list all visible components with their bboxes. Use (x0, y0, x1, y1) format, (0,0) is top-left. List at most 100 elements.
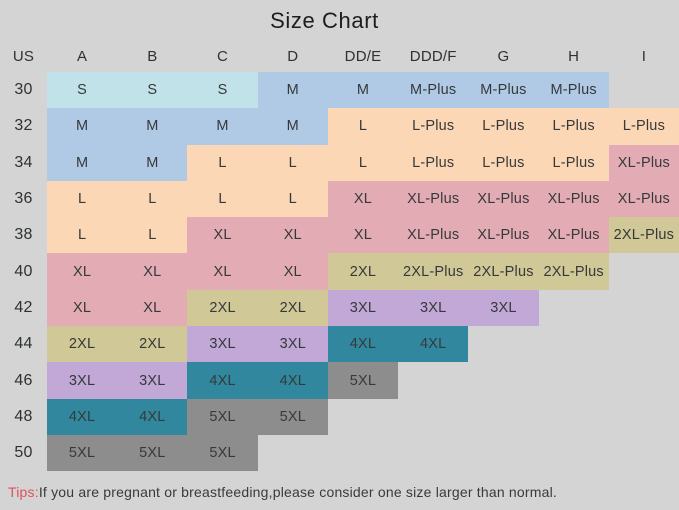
size-cell: L (257, 180, 328, 218)
size-cell: XL (47, 289, 118, 327)
empty-cell (398, 362, 468, 398)
size-table: US A B C D DD/E DDD/F G H I 30 S S S M M M-Plus M-Plus M-… (0, 40, 679, 472)
column-header-ddd-f: DDD/F (409, 47, 457, 65)
us-size-label: 50 (14, 444, 33, 462)
size-cell: L (187, 180, 258, 218)
size-cell: 2XL (187, 289, 258, 327)
us-size-label: 48 (14, 407, 33, 425)
us-size-label: 38 (14, 226, 33, 244)
size-cell: L (327, 108, 399, 145)
size-cell: M-Plus (538, 72, 609, 109)
tips-text: If you are pregnant or breastfeeding,ple… (38, 484, 557, 500)
size-cell: L (257, 144, 328, 181)
page-title: Size Chart (270, 8, 379, 33)
empty-cell (539, 290, 609, 326)
size-cell: M (47, 108, 118, 145)
size-cell: 5XL (257, 398, 328, 435)
size-cell: L (47, 217, 118, 254)
size-cell: 3XL (468, 289, 539, 327)
empty-cell (468, 435, 538, 471)
empty-cell (539, 435, 609, 471)
size-cell: L-Plus (468, 108, 539, 145)
size-cell: M-Plus (398, 72, 469, 109)
size-cell: 4XL (257, 362, 328, 399)
empty-cell (398, 435, 468, 471)
table-header-row: US A B C D DD/E DDD/F G H I (0, 40, 679, 72)
table-row-us-32: 32 M M M M L L-Plus L-Plus L-Plus L-Plus (0, 108, 679, 145)
empty-cell (398, 399, 468, 435)
size-cell: L-Plus (538, 108, 609, 145)
size-cell: 2XL (327, 253, 399, 290)
size-cell: 4XL (117, 398, 188, 435)
size-cell: 3XL (327, 289, 399, 327)
table-row-us-50: 50 5XL 5XL 5XL (0, 434, 679, 472)
size-cell: L (117, 217, 188, 254)
empty-cell (468, 362, 538, 398)
size-cell: M (117, 144, 188, 181)
size-cell: M (257, 108, 328, 145)
size-cell: 3XL (398, 289, 469, 327)
us-size-label: 44 (14, 335, 33, 353)
tips-label: Tips: (8, 484, 39, 500)
size-cell: M-Plus (468, 72, 539, 109)
us-size-label: 46 (14, 371, 33, 389)
table-row-us-44: 44 2XL 2XL 3XL 3XL 4XL 4XL (0, 326, 679, 363)
us-size-label: 40 (14, 262, 33, 280)
size-cell: 2XL (47, 326, 118, 363)
size-cell: 2XL (257, 289, 328, 327)
empty-cell (609, 399, 679, 435)
size-cell: XL (187, 253, 258, 290)
size-cell: 3XL (117, 362, 188, 399)
size-cell: XL-Plus (608, 144, 679, 181)
size-cell: S (117, 72, 188, 109)
size-cell: 2XL-Plus (398, 253, 469, 290)
size-cell: L (47, 180, 118, 218)
column-header-dd-e: DD/E (344, 47, 382, 65)
size-cell: L-Plus (398, 108, 469, 145)
size-cell: L-Plus (608, 108, 679, 145)
table-body: 30 S S S M M M-Plus M-Plus M-Plus 32 M M M M L L-Plus L-… (0, 72, 679, 472)
size-cell: XL-Plus (538, 180, 609, 218)
size-cell: XL-Plus (538, 217, 609, 254)
size-cell: XL-Plus (468, 180, 539, 218)
size-cell: M (327, 72, 399, 109)
size-cell: 4XL (327, 326, 399, 363)
size-cell: 4XL (187, 362, 258, 399)
us-size-label: 36 (14, 190, 33, 208)
empty-cell (609, 326, 679, 362)
size-cell: L-Plus (468, 144, 539, 181)
empty-cell (468, 399, 538, 435)
column-header-h: H (568, 47, 580, 65)
size-cell: M (47, 144, 118, 181)
empty-cell (609, 253, 679, 289)
header-row: US A B C D DD/E DDD/F G H I (0, 40, 679, 72)
size-cell: M (187, 108, 258, 145)
empty-cell (328, 399, 398, 435)
size-cell: 3XL (257, 326, 328, 363)
size-cell: 4XL (398, 326, 469, 363)
size-cell: XL-Plus (468, 217, 539, 254)
size-cell: M (117, 108, 188, 145)
us-size-label: 34 (14, 153, 33, 171)
size-cell: XL-Plus (398, 180, 469, 218)
empty-cell (539, 326, 609, 362)
size-cell: XL (327, 180, 399, 218)
size-cell: XL (257, 253, 328, 290)
size-cell: XL-Plus (398, 217, 469, 254)
empty-cell (609, 290, 679, 326)
size-cell: XL-Plus (608, 180, 679, 218)
size-cell: 2XL (117, 326, 188, 363)
us-size-label: 32 (14, 117, 33, 135)
size-cell: 3XL (187, 326, 258, 363)
size-cell: 2XL-Plus (538, 253, 609, 290)
size-cell: M (257, 72, 328, 109)
column-header-i: I (641, 47, 647, 65)
size-cell: 2XL-Plus (608, 217, 679, 254)
column-header-a: A (77, 47, 88, 65)
table-row-us-42: 42 XL XL 2XL 2XL 3XL 3XL 3XL (0, 289, 679, 327)
us-size-label: 42 (14, 298, 33, 316)
size-cell: XL (47, 253, 118, 290)
column-header-b: B (147, 47, 158, 65)
size-cell: 4XL (47, 398, 118, 435)
